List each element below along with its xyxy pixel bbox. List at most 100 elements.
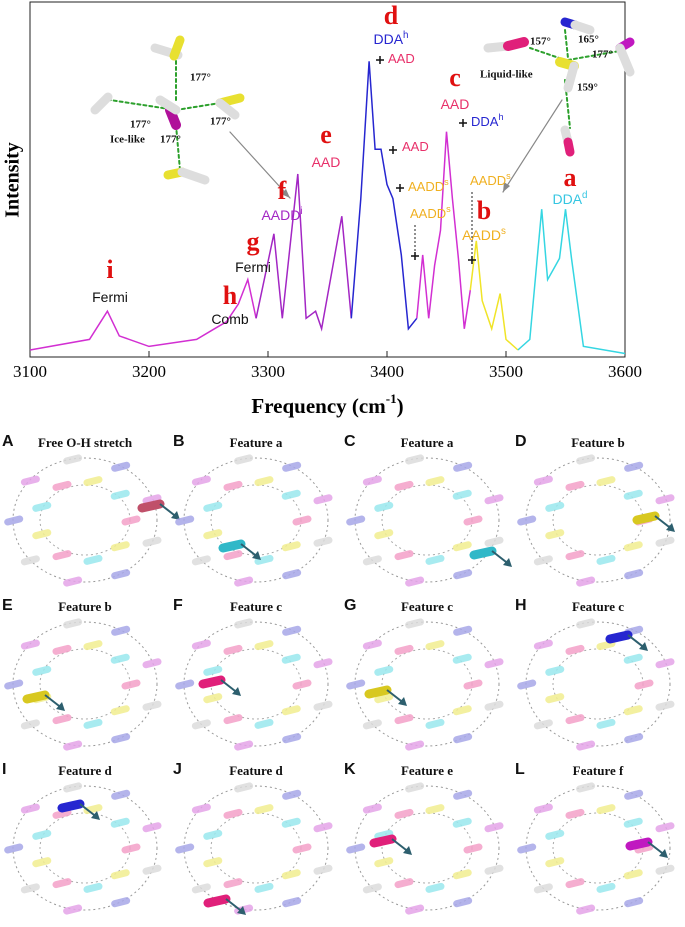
water-molecule <box>453 897 473 908</box>
water-molecule <box>175 843 195 854</box>
water-molecule <box>362 883 382 894</box>
water-molecule <box>223 480 243 491</box>
vibration-arrowhead <box>232 687 241 696</box>
water-molecule <box>484 536 504 547</box>
water-molecule <box>452 869 472 880</box>
panel-letter: J <box>173 761 182 778</box>
water-molecule <box>596 804 616 815</box>
water-molecule <box>624 897 644 908</box>
peak-letter: i <box>106 255 113 284</box>
water-molecule <box>191 475 211 486</box>
water-molecule <box>4 843 24 854</box>
water-molecule <box>32 857 52 868</box>
peak-label-main: AAD <box>441 96 470 112</box>
panel-title: Feature f <box>573 763 624 778</box>
water-molecule <box>624 789 644 800</box>
water-molecule <box>52 714 72 725</box>
water-molecule <box>576 618 596 629</box>
water-molecule <box>374 857 394 868</box>
water-molecule <box>63 618 83 629</box>
water-molecule <box>565 480 585 491</box>
water-molecule <box>32 829 52 840</box>
water-molecule <box>362 475 382 486</box>
water-molecule <box>453 461 473 472</box>
water-molecule <box>634 679 654 690</box>
water-molecule <box>110 489 130 500</box>
peak-label-sup: d <box>582 190 587 201</box>
highlight-molecule <box>364 685 392 699</box>
water-molecule <box>52 878 72 889</box>
inset-angle: 165° <box>578 34 599 46</box>
water-molecule <box>142 494 162 505</box>
water-molecule <box>110 541 130 552</box>
water-molecule <box>223 644 243 655</box>
water-molecule <box>517 843 537 854</box>
water-molecule <box>565 808 585 819</box>
spectrum-line <box>469 240 519 351</box>
water-molecule <box>111 625 131 636</box>
water-molecule <box>203 665 223 676</box>
water-molecule <box>223 714 243 725</box>
panel-title: Feature d <box>229 763 283 778</box>
water-molecule <box>313 658 333 669</box>
water-molecule <box>110 869 130 880</box>
water-molecule <box>362 555 382 566</box>
water-molecule <box>463 843 483 854</box>
peak-letter: c <box>449 63 461 92</box>
liquid-inset <box>483 17 635 193</box>
water-molecule <box>313 864 333 875</box>
water-molecule <box>425 718 445 729</box>
water-molecule <box>346 843 366 854</box>
water-molecule <box>655 700 675 711</box>
ice-inset <box>90 35 291 199</box>
water-molecule <box>4 679 24 690</box>
water-molecule <box>254 882 274 893</box>
water-molecule <box>292 515 312 526</box>
vibration-arrowhead <box>252 551 261 560</box>
water-molecule <box>484 494 504 505</box>
peak-label-main: Fermi <box>92 289 128 305</box>
peak-marker-label: AADDs <box>410 204 451 221</box>
water-molecule <box>20 719 40 730</box>
highlight-molecule <box>469 546 497 560</box>
water-molecule <box>545 829 565 840</box>
water-molecule <box>533 803 553 814</box>
plot-frame <box>29 1 626 358</box>
water-molecule <box>203 529 223 540</box>
water-molecule <box>374 501 394 512</box>
inset-angle: 177° <box>592 49 613 61</box>
water-molecule <box>121 843 141 854</box>
water-molecule <box>63 782 83 793</box>
water-molecule <box>596 640 616 651</box>
panel-title: Feature a <box>230 435 283 450</box>
water-molecule <box>346 679 366 690</box>
inset-angle: 177° <box>130 119 151 131</box>
peak-marker-label: DDAh <box>471 112 504 129</box>
water-molecule <box>576 454 596 465</box>
panel-letter: C <box>344 433 356 450</box>
water-molecule <box>254 476 274 487</box>
peak-marker-label-main: AAD <box>388 51 415 66</box>
water-molecule <box>374 693 394 704</box>
highlight-molecule <box>203 894 231 908</box>
water-molecule <box>362 719 382 730</box>
water-molecule <box>623 817 643 828</box>
water-molecule <box>576 782 596 793</box>
water-molecule <box>453 625 473 636</box>
water-molecule <box>452 653 472 664</box>
water-molecule <box>254 804 274 815</box>
water-molecule <box>223 550 243 561</box>
water-molecule <box>142 822 162 833</box>
panel-title: Feature c <box>230 599 282 614</box>
vibration-arrowhead <box>666 523 675 532</box>
x-tick-label: 3200 <box>132 362 166 381</box>
water-molecule <box>394 878 414 889</box>
water-molecule <box>624 569 644 580</box>
highlight-molecule <box>218 539 246 553</box>
water-molecule <box>655 494 675 505</box>
water-molecule <box>452 489 472 500</box>
water-molecule <box>142 864 162 875</box>
panel-title: Feature c <box>401 599 453 614</box>
water-molecule <box>425 476 445 487</box>
